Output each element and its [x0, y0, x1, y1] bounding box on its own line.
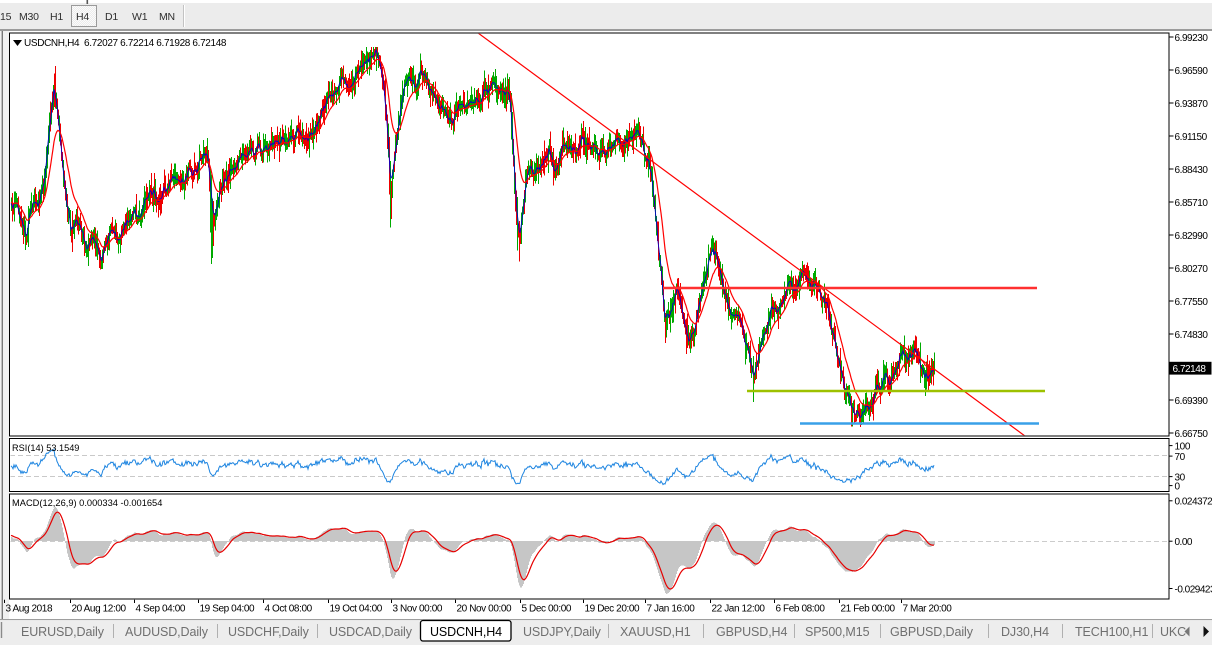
svg-text:5 Dec 00:00: 5 Dec 00:00 — [522, 604, 572, 615]
svg-text:M30: M30 — [19, 11, 39, 23]
svg-text:19 Sep 04:00: 19 Sep 04:00 — [200, 604, 256, 615]
svg-text:6.66750: 6.66750 — [1175, 429, 1209, 440]
svg-text:100: 100 — [1175, 441, 1191, 452]
svg-text:EURUSD,Daily: EURUSD,Daily — [21, 625, 105, 639]
svg-text:30: 30 — [1175, 472, 1186, 483]
svg-text:15: 15 — [0, 11, 12, 23]
svg-text:0.024372: 0.024372 — [1175, 497, 1212, 508]
svg-text:AUDUSD,Daily: AUDUSD,Daily — [125, 625, 209, 639]
svg-text:6.77550: 6.77550 — [1175, 297, 1209, 308]
svg-text:D1: D1 — [105, 11, 118, 23]
svg-text:19 Oct 04:00: 19 Oct 04:00 — [330, 604, 383, 615]
svg-text:6.99230: 6.99230 — [1175, 33, 1209, 44]
svg-text:USDCNH,H4: USDCNH,H4 — [430, 625, 502, 639]
svg-text:6.69390: 6.69390 — [1175, 396, 1209, 407]
svg-text:USDJPY,Daily: USDJPY,Daily — [523, 625, 602, 639]
svg-text:TECH100,H1: TECH100,H1 — [1075, 625, 1148, 639]
svg-text:GBPUSD,Daily: GBPUSD,Daily — [890, 625, 974, 639]
svg-text:H4: H4 — [76, 11, 89, 23]
svg-text:20 Aug 12:00: 20 Aug 12:00 — [72, 604, 127, 615]
svg-text:4 Sep 04:00: 4 Sep 04:00 — [136, 604, 186, 615]
svg-text:6.88430: 6.88430 — [1175, 165, 1209, 176]
svg-text:H1: H1 — [50, 11, 63, 23]
svg-text:19 Dec 20:00: 19 Dec 20:00 — [585, 604, 641, 615]
svg-text:6.85710: 6.85710 — [1175, 198, 1209, 209]
svg-text:20 Nov 00:00: 20 Nov 00:00 — [457, 604, 513, 615]
svg-text:6.82990: 6.82990 — [1175, 231, 1209, 242]
svg-text:6.74830: 6.74830 — [1175, 330, 1209, 341]
svg-text:7 Jan 16:00: 7 Jan 16:00 — [647, 604, 696, 615]
svg-text:70: 70 — [1175, 452, 1186, 463]
svg-text:4 Oct 08:00: 4 Oct 08:00 — [265, 604, 313, 615]
svg-text:3 Aug 2018: 3 Aug 2018 — [6, 604, 53, 615]
svg-text:DJ30,H4: DJ30,H4 — [1001, 625, 1049, 639]
svg-text:UKC: UKC — [1160, 625, 1186, 639]
svg-text:USDCAD,Daily: USDCAD,Daily — [329, 625, 413, 639]
svg-text:GBPUSD,H4: GBPUSD,H4 — [716, 625, 787, 639]
svg-text:USDCHF,Daily: USDCHF,Daily — [228, 625, 310, 639]
svg-text:6.80270: 6.80270 — [1175, 264, 1209, 275]
svg-text:6.93870: 6.93870 — [1175, 99, 1209, 110]
svg-text:6.91150: 6.91150 — [1175, 132, 1208, 143]
svg-text:6 Feb 08:00: 6 Feb 08:00 — [776, 604, 826, 615]
svg-text:21 Feb 00:00: 21 Feb 00:00 — [841, 604, 896, 615]
svg-text:USDCNH,H4 6.72027 6.72214 6.7: USDCNH,H4 6.72027 6.72214 6.71928 6.7214… — [24, 38, 227, 49]
svg-text:7 Mar 20:00: 7 Mar 20:00 — [903, 604, 953, 615]
svg-text:RSI(14) 53.1549: RSI(14) 53.1549 — [12, 443, 79, 453]
svg-text:6.72148: 6.72148 — [1173, 364, 1207, 375]
svg-text:22 Jan 12:00: 22 Jan 12:00 — [712, 604, 766, 615]
svg-text:W1: W1 — [132, 11, 148, 23]
svg-text:6.96590: 6.96590 — [1175, 66, 1209, 77]
svg-text:MN: MN — [159, 11, 175, 23]
svg-text:3 Nov 00:00: 3 Nov 00:00 — [393, 604, 443, 615]
svg-text:0.00: 0.00 — [1175, 537, 1193, 548]
svg-text:MACD(12,26,9) 0.000334 -0.0016: MACD(12,26,9) 0.000334 -0.001654 — [12, 498, 162, 508]
svg-text:SP500,M15: SP500,M15 — [805, 625, 870, 639]
svg-text:XAUUSD,H1: XAUUSD,H1 — [620, 625, 691, 639]
svg-text:0: 0 — [1175, 481, 1181, 492]
svg-text:-0.029423: -0.029423 — [1175, 584, 1212, 595]
